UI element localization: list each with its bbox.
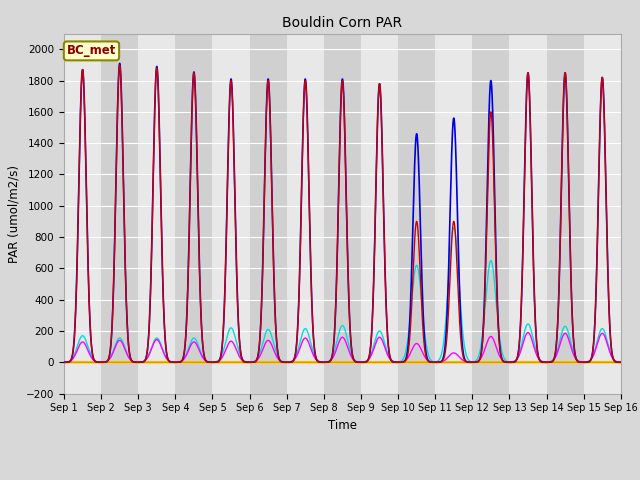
Bar <box>175 34 212 394</box>
Y-axis label: PAR (umol/m2/s): PAR (umol/m2/s) <box>7 165 20 263</box>
Text: BC_met: BC_met <box>67 44 116 58</box>
Bar <box>547 34 584 394</box>
Bar <box>64 34 101 394</box>
Title: Bouldin Corn PAR: Bouldin Corn PAR <box>282 16 403 30</box>
Bar <box>398 34 435 394</box>
Bar <box>361 34 398 394</box>
Bar <box>435 34 472 394</box>
Bar <box>509 34 547 394</box>
Bar <box>324 34 361 394</box>
Bar <box>212 34 250 394</box>
X-axis label: Time: Time <box>328 419 357 432</box>
Legend: PAR_in, PAR_out, totPAR, difPAR, zPAR1, zPAR2: PAR_in, PAR_out, totPAR, difPAR, zPAR1, … <box>125 477 559 480</box>
Bar <box>472 34 509 394</box>
Bar <box>101 34 138 394</box>
Bar <box>138 34 175 394</box>
Bar <box>287 34 324 394</box>
Bar <box>584 34 621 394</box>
Bar <box>250 34 287 394</box>
